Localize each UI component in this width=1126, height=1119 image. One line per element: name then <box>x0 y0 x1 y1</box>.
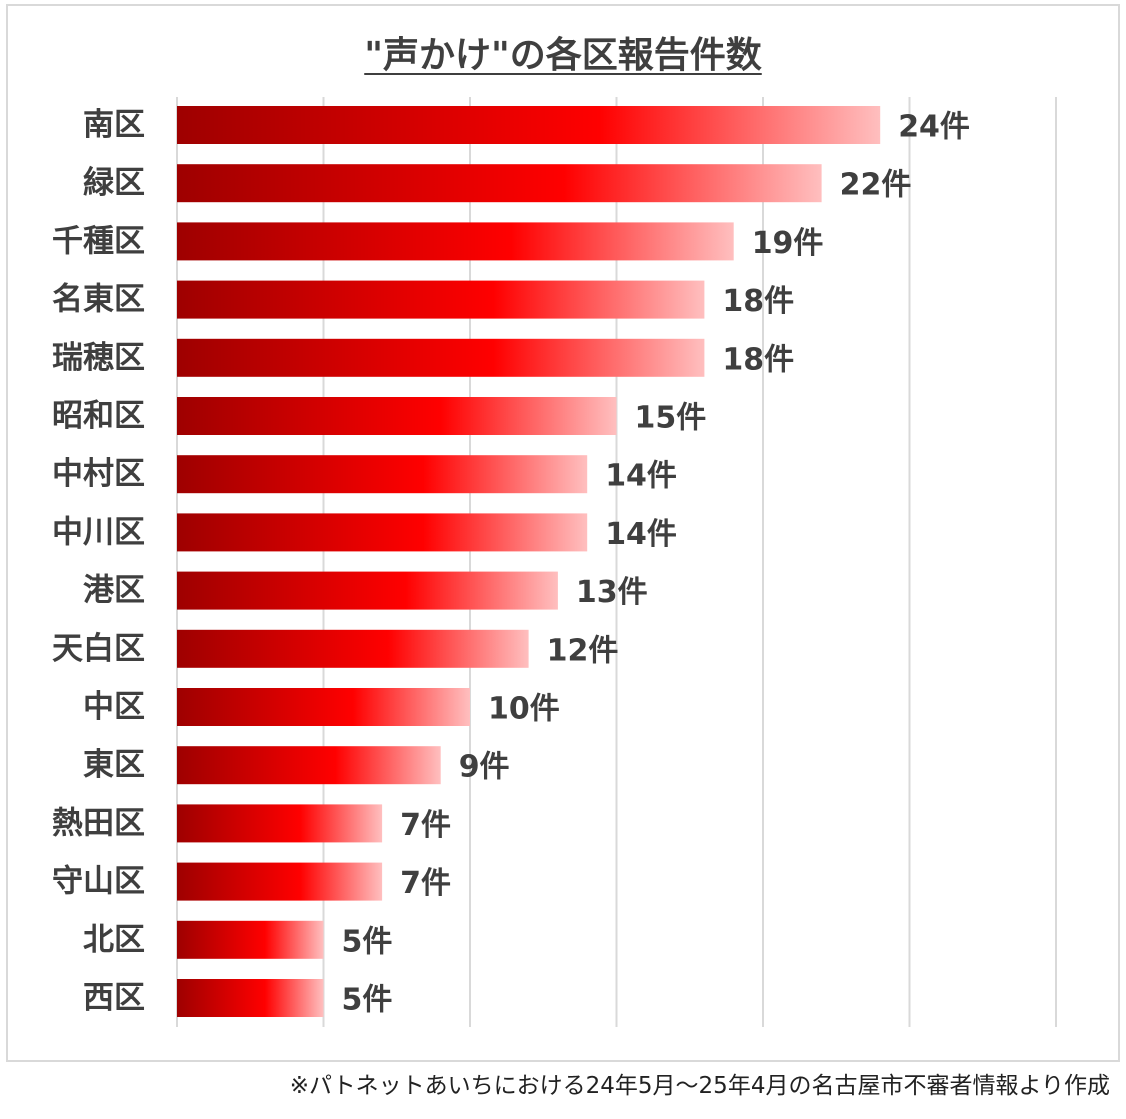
data-label: 13件 <box>576 575 648 610</box>
category-labels: 南区緑区千種区名東区瑞穂区昭和区中村区中川区港区天白区中区東区熱田区守山区北区西… <box>52 107 145 1016</box>
chart-title: "声かけ"の各区報告件数 <box>0 34 1126 78</box>
category-label: 中川区 <box>52 514 145 550</box>
bar <box>177 804 383 843</box>
category-label: 千種区 <box>52 223 145 259</box>
bar <box>177 397 617 435</box>
bar <box>177 280 705 319</box>
data-label: 5件 <box>342 983 393 1018</box>
bar <box>177 513 588 552</box>
category-label: 名東区 <box>52 282 145 318</box>
bar <box>177 979 324 1017</box>
source-footnote: ※パトネットあいちにおける24年5月～25年4月の名古屋市不審者情報より作成 <box>289 1073 1110 1099</box>
bar <box>177 746 441 785</box>
bar <box>177 338 705 377</box>
category-label: 西区 <box>83 980 145 1016</box>
category-label: 昭和区 <box>52 398 145 434</box>
data-label: 5件 <box>342 924 393 959</box>
data-label: 22件 <box>840 168 912 203</box>
category-label: 瑞穂区 <box>52 340 145 376</box>
category-label: 東区 <box>83 747 145 783</box>
bar <box>177 688 470 726</box>
data-label: 18件 <box>722 342 794 377</box>
bars <box>177 106 881 1017</box>
category-label: 天白区 <box>52 631 145 667</box>
data-label: 24件 <box>898 110 970 145</box>
data-label: 10件 <box>488 692 560 727</box>
category-label: 守山区 <box>52 864 145 900</box>
data-label: 7件 <box>400 866 451 901</box>
data-label: 14件 <box>605 517 677 552</box>
category-label: 北区 <box>83 922 145 958</box>
bar <box>177 106 881 144</box>
category-label: 南区 <box>83 107 145 143</box>
bar <box>177 862 383 901</box>
category-label: 港区 <box>83 573 145 609</box>
bar <box>177 920 324 959</box>
value-labels: 24件22件19件18件18件15件14件14件13件12件10件9件7件7件5… <box>342 110 970 1018</box>
bar <box>177 629 529 668</box>
data-label: 9件 <box>459 750 510 785</box>
category-label: 中区 <box>83 689 145 725</box>
bar <box>177 222 734 261</box>
data-label: 7件 <box>400 808 451 843</box>
bar <box>177 164 822 203</box>
bar <box>177 455 588 494</box>
bar-chart-plot: 南区緑区千種区名東区瑞穂区昭和区中村区中川区港区天白区中区東区熱田区守山区北区西… <box>52 97 1057 1027</box>
data-label: 14件 <box>605 459 677 494</box>
category-label: 熱田区 <box>52 805 145 841</box>
chart-title-text: "声かけ"の各区報告件数 <box>364 35 762 76</box>
category-label: 中村区 <box>52 456 145 492</box>
data-label: 15件 <box>635 401 707 436</box>
data-label: 19件 <box>752 226 824 261</box>
data-label: 18件 <box>722 284 794 319</box>
data-label: 12件 <box>547 633 619 668</box>
bar <box>177 571 558 610</box>
category-label: 緑区 <box>83 165 145 201</box>
